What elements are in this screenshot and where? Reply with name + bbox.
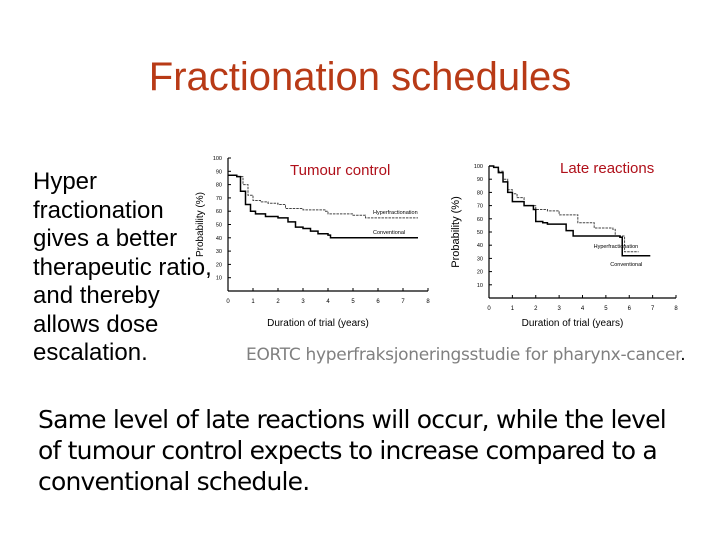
y-tick-label: 80	[477, 190, 483, 196]
x-tick-label: 2	[276, 299, 280, 305]
x-tick-label: 8	[426, 299, 430, 305]
left-bullet-text: Hyper fractionation gives a better thera…	[33, 168, 212, 366]
legend-label: Conventional	[610, 262, 642, 268]
caption-period: .	[680, 345, 686, 365]
x-tick-label: 7	[651, 306, 655, 312]
tumour-control-chart: 10 20 30 40 50 60 70 80 90 100 0 1 2 3 4 5 6 7 8 Hyperfract…	[190, 145, 445, 335]
slide-title: Fractionation schedules	[148, 55, 572, 99]
y-tick-label: 100	[213, 156, 222, 162]
x-axis-label: Duration of trial (years)	[522, 318, 624, 329]
y-tick-label: 40	[477, 243, 483, 249]
y-tick-label: 90	[216, 169, 222, 175]
y-axis-label: Probability (%)	[450, 196, 462, 268]
x-tick-label: 6	[628, 306, 632, 312]
chart-title: Tumour control	[290, 162, 390, 179]
y-tick-label: 50	[477, 230, 483, 236]
y-tick-label: 20	[216, 262, 222, 268]
series-hyperfractionation-line	[489, 165, 639, 253]
conclusion-text: Same level of late reactions will occur,…	[38, 405, 667, 496]
x-axis-label: Duration of trial (years)	[267, 318, 369, 329]
y-tick-label: 80	[216, 183, 222, 189]
x-tick-label: 4	[326, 299, 330, 305]
x-tick-label: 8	[674, 306, 678, 312]
y-tick-label: 20	[477, 270, 483, 276]
y-tick-label: 70	[216, 196, 222, 202]
late-reactions-chart: 10 20 30 40 50 60 70 80 90 100 0 1 2 3 4 5 6 7 8 Hyperfract…	[445, 145, 710, 335]
y-tick-label: 60	[477, 217, 483, 223]
series-hyperfractionation-line	[228, 174, 418, 219]
caption-text: EORTC hyperfraksjoneringsstudie for phar…	[246, 345, 681, 365]
x-tick-label: 3	[301, 299, 305, 305]
x-tick-label: 0	[487, 306, 491, 312]
y-tick-label: 50	[216, 223, 222, 229]
series-conventional-line	[228, 174, 418, 239]
x-tick-label: 4	[581, 306, 585, 312]
y-tick-label: 30	[216, 249, 222, 255]
y-axis-label: Probability (%)	[195, 192, 206, 257]
x-tick-label: 3	[557, 306, 561, 312]
y-tick-label: 30	[477, 256, 483, 262]
series-conventional-line	[489, 165, 651, 257]
y-tick-label: 10	[216, 276, 222, 282]
x-tick-label: 5	[351, 299, 355, 305]
chart-title: Late reactions	[560, 160, 654, 177]
y-tick-label: 70	[477, 204, 483, 210]
y-tick-label: 10	[477, 283, 483, 289]
y-tick-label: 90	[477, 177, 483, 183]
study-caption: EORTC hyperfraksjoneringsstudie for phar…	[246, 345, 686, 365]
x-tick-label: 0	[226, 299, 230, 305]
x-tick-label: 1	[511, 306, 515, 312]
y-tick-label: 100	[474, 164, 483, 170]
x-tick-label: 7	[401, 299, 405, 305]
x-tick-label: 6	[376, 299, 380, 305]
x-tick-label: 5	[604, 306, 608, 312]
legend-label: Hyperfractionation	[594, 244, 639, 250]
y-tick-label: 40	[216, 236, 222, 242]
x-tick-label: 1	[251, 299, 255, 305]
legend-label: Hyperfractionation	[373, 210, 418, 216]
x-tick-label: 2	[534, 306, 538, 312]
legend-label: Conventional	[373, 230, 405, 236]
y-tick-label: 60	[216, 209, 222, 215]
